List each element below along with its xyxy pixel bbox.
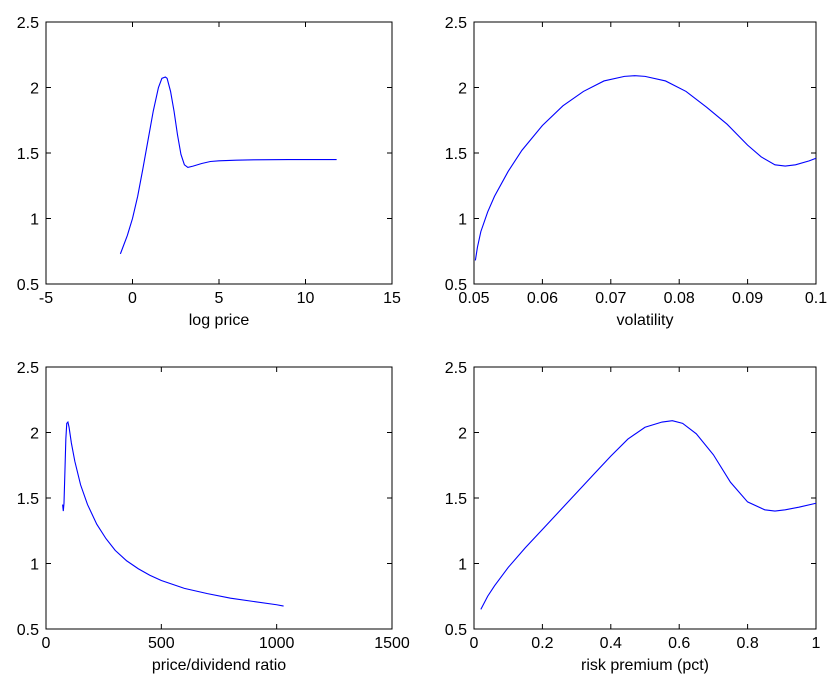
p2-series-line-0 [62,420,284,607]
p0-xtick-label-5: -5 [39,290,53,307]
p1-ytick-label-2-5: 2.5 [445,15,467,32]
p1-xtick-label-0-1: 0.1 [805,290,827,307]
p3-ytick-label-2: 2 [458,426,467,443]
p2-xtick-label-500: 500 [148,635,175,652]
p1-xtick-label-0-08: 0.08 [664,290,695,307]
p0-xtick-label-5: 5 [215,290,224,307]
p1-xaxis-label: volatility [617,312,674,329]
p3-ytick-label-2-5: 2.5 [445,360,467,377]
p0-ytick-label-2: 2 [30,81,39,98]
p1-ytick-label-1-5: 1.5 [445,146,467,163]
p2-ytick-label-1: 1 [30,557,39,574]
p0-ytick-label-1: 1 [30,212,39,229]
p2-xtick-label-1000: 1000 [259,635,295,652]
p2-xtick-label-0: 0 [42,635,51,652]
p3-xtick-label-1: 1 [812,635,821,652]
p3-xtick-label-0: 0 [470,635,479,652]
p0-ytick-label-2-5: 2.5 [17,15,39,32]
p2-ytick-label-1-5: 1.5 [17,491,39,508]
p1-xtick-label-0-06: 0.06 [527,290,558,307]
p1-xtick-label-0-09: 0.09 [732,290,763,307]
p1-series-line-0 [474,75,817,261]
p0-ytick-label-0-5: 0.5 [17,277,39,294]
p1-xtick-label-0-07: 0.07 [595,290,626,307]
p0-xaxis-label: log price [189,312,250,329]
p1-xtick-label-0-05: 0.05 [458,290,489,307]
p2-axes-frame [45,366,393,630]
subplot-risk-premium: 0 0.2 0.4 0.6 0.8 1 0.5 1 1.5 2 2.5 risk premium (p… [445,360,821,674]
p3-series-line-0 [480,420,817,610]
p3-xtick-label-0-4: 0.4 [600,635,622,652]
p3-xaxis-label: risk premium (pct) [581,657,709,674]
p0-ytick-label-1-5: 1.5 [17,146,39,163]
p3-xtick-label-0-6: 0.6 [668,635,690,652]
p0-xtick-label-15: 15 [383,290,401,307]
subplot-price-dividend-ratio: 0 500 1000 1500 0.5 1 1.5 2 2.5 price/dividend ra… [17,360,410,674]
p3-ytick-label-1-5: 1.5 [445,491,467,508]
subplot-volatility: 0.05 0.06 0.07 0.08 0.09 0.1 0.5 1 1.5 2 2.5 volati… [445,15,827,329]
p0-axes-frame [45,21,393,285]
p3-xtick-label-0-8: 0.8 [736,635,758,652]
p3-ytick-label-0-5: 0.5 [445,622,467,639]
p3-ytick-label-1: 1 [458,557,467,574]
p1-ytick-label-1: 1 [458,212,467,229]
p3-xtick-label-0-2: 0.2 [531,635,553,652]
p3-axes-frame [473,366,817,630]
p1-axes-frame [473,21,817,285]
p2-xaxis-label: price/dividend ratio [152,657,286,674]
p1-ytick-label-0-5: 0.5 [445,277,467,294]
p2-xtick-label-1500: 1500 [374,635,410,652]
p0-series-line-0 [119,76,337,255]
subplot-log-price: -5 0 5 10 15 0.5 1 1.5 2 2.5 log price [17,15,401,329]
p1-ytick-label-2: 2 [458,81,467,98]
p0-xtick-label-0: 0 [128,290,137,307]
p2-ytick-label-0-5: 0.5 [17,622,39,639]
p0-xtick-label-10: 10 [297,290,315,307]
p2-ytick-label-2-5: 2.5 [17,360,39,377]
p2-ytick-label-2: 2 [30,426,39,443]
